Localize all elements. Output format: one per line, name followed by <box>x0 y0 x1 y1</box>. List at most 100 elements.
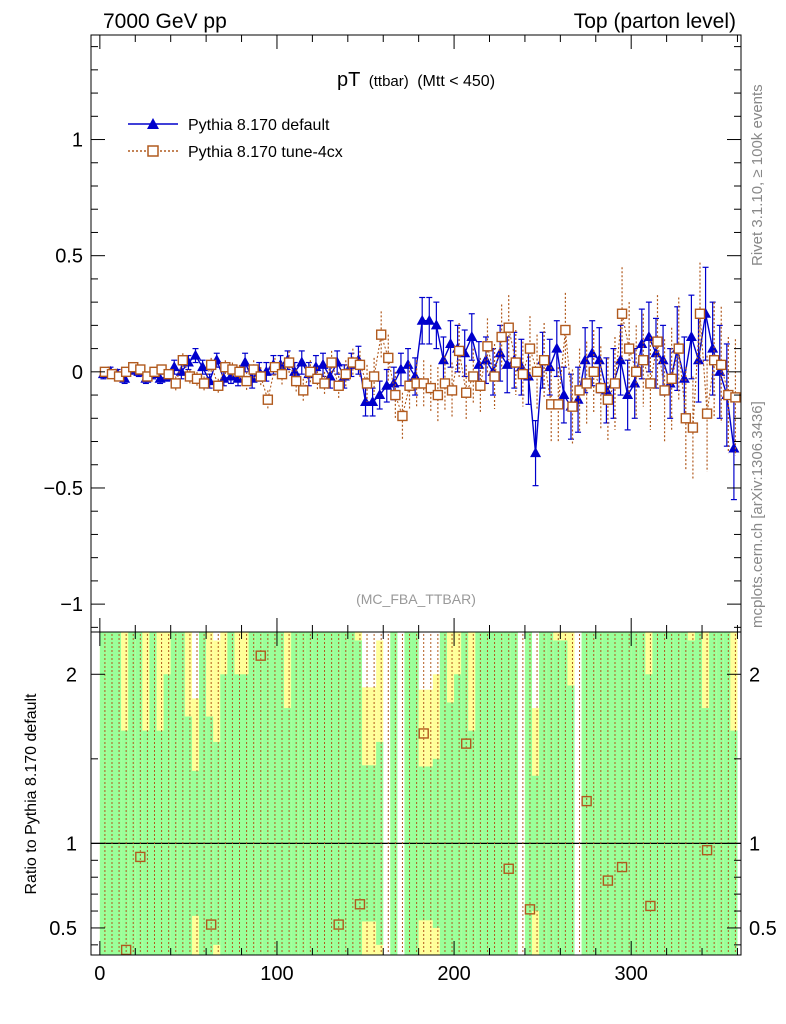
legend: Pythia 8.170 default Pythia 8.170 tune-4… <box>128 117 343 161</box>
data-point-default <box>473 358 485 369</box>
ratio-band-inner <box>595 632 603 955</box>
legend-label-tune: Pythia 8.170 tune-4cx <box>188 144 343 161</box>
data-point-tune <box>666 373 677 384</box>
data-point-default <box>409 370 421 381</box>
data-point-default <box>728 442 740 453</box>
ratio-point-tune <box>581 795 592 807</box>
ratio-band-inner <box>404 632 412 955</box>
ratio-band-inner <box>666 632 674 955</box>
data-point-tune <box>432 389 444 401</box>
ratio-band-inner <box>645 674 653 955</box>
ratio-band-inner <box>673 632 681 955</box>
ratio-plot-area <box>91 632 741 956</box>
x-tick-label: 0 <box>94 963 105 985</box>
legend-marker-default <box>147 118 159 129</box>
data-point-default <box>678 372 690 383</box>
data-point-tune <box>177 355 189 366</box>
ratio-band-inner <box>546 632 554 955</box>
ratio-band-inner <box>276 632 285 955</box>
y-tick-label: 0 <box>72 362 83 384</box>
ratio-point-tune <box>255 650 266 661</box>
data-point-tune <box>213 380 224 391</box>
data-point-default <box>579 354 591 365</box>
ratio-band-inner <box>489 632 497 955</box>
ratio-band-inner <box>709 632 717 955</box>
data-point-tune <box>397 410 408 422</box>
ratio-y-tick-label-right: 0.5 <box>749 918 777 940</box>
data-point-tune <box>538 355 550 366</box>
data-point-tune <box>305 366 316 378</box>
ratio-band-inner <box>702 708 710 955</box>
data-point-tune <box>248 364 259 375</box>
title-main: pT <box>337 69 360 91</box>
ratio-point-tune <box>616 861 628 873</box>
y-tick-label: 1 <box>72 130 83 152</box>
data-point-default <box>430 319 442 330</box>
ratio-band-inner <box>659 632 667 955</box>
data-point-default <box>636 337 648 348</box>
ratio-band-inner <box>631 632 639 955</box>
data-point-tune <box>453 345 465 357</box>
data-point-default <box>388 377 400 388</box>
data-point-tune <box>340 368 351 380</box>
main-plot-area <box>97 262 741 501</box>
data-point-tune <box>163 368 174 380</box>
data-point-tune <box>517 368 529 380</box>
ratio-point-tune <box>503 863 514 874</box>
ratio-y-tick-label: 2 <box>66 664 77 686</box>
data-point-default <box>395 363 407 374</box>
ratio-band-inner <box>248 632 256 955</box>
title-cut: (Mtt < 450) <box>417 73 495 90</box>
y-tick-label: 0.5 <box>55 246 83 268</box>
data-point-default <box>324 370 336 381</box>
ratio-band-inner <box>687 640 695 955</box>
ratio-point-tune <box>645 900 656 912</box>
ratio-band-inner <box>326 632 334 955</box>
data-point-default <box>189 349 201 360</box>
data-point-tune <box>333 380 344 391</box>
data-point-tune <box>659 385 670 396</box>
ratio-point-tune <box>333 919 344 930</box>
data-point-default <box>643 330 655 341</box>
data-point-default <box>586 347 598 358</box>
watermark: (MC_FBA_TTBAR) <box>356 591 476 607</box>
ratio-band-inner <box>461 632 469 955</box>
ratio-band-inner <box>114 632 122 955</box>
ratio-point-tune <box>120 944 132 956</box>
ratio-frame <box>90 631 742 956</box>
data-point-tune <box>461 387 472 398</box>
data-point-default <box>289 365 301 376</box>
data-point-tune <box>368 371 380 382</box>
data-point-tune <box>205 359 217 371</box>
ratio-band-inner <box>588 632 596 955</box>
ratio-band-inner <box>482 632 490 955</box>
data-point-tune <box>135 364 146 375</box>
data-point-tune <box>319 378 330 389</box>
data-point-default <box>416 314 428 325</box>
data-point-tune <box>694 308 706 319</box>
data-point-default <box>558 389 570 400</box>
ratio-band-inner <box>680 632 688 955</box>
data-point-tune <box>716 359 727 371</box>
data-point-default <box>225 370 237 381</box>
ratio-band-inner <box>694 632 703 955</box>
data-point-tune <box>390 389 401 401</box>
ratio-band-inner <box>524 632 533 955</box>
ratio-point-tune <box>524 904 536 915</box>
data-point-tune <box>581 378 592 389</box>
ratio-band-inner <box>106 632 115 955</box>
data-point-default <box>197 361 209 372</box>
ratio-band-inner <box>411 632 419 955</box>
ratio-point-tune <box>418 728 429 739</box>
data-point-default <box>239 356 251 367</box>
ratio-band-inner <box>99 632 107 955</box>
data-point-default <box>714 365 726 376</box>
ratio-y-tick-label-right: 2 <box>749 664 760 686</box>
data-point-tune <box>701 408 713 419</box>
data-point-tune <box>616 308 628 319</box>
ratio-band-inner <box>199 632 207 955</box>
ratio-band-inner <box>177 632 185 955</box>
ratio-band-inner <box>567 685 575 955</box>
header-right: Top (parton level) <box>574 10 736 33</box>
